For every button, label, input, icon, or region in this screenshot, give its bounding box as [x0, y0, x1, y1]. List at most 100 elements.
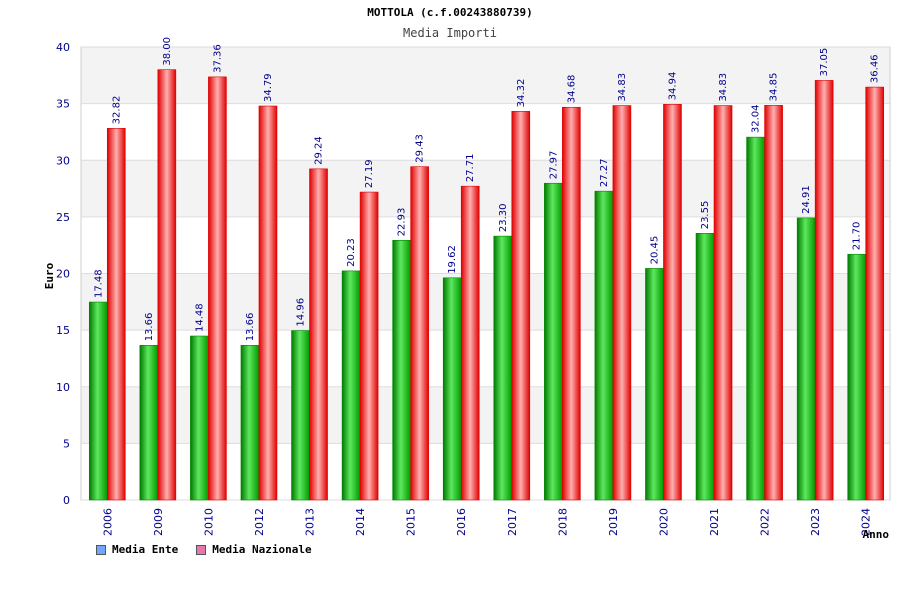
bar — [562, 106, 581, 501]
bar — [695, 232, 715, 501]
data-label: 29.24 — [314, 136, 325, 165]
legend: Media Ente Media Nazionale — [96, 543, 312, 556]
data-label: 22.93 — [397, 208, 408, 237]
x-tick-label: 2023 — [809, 508, 822, 536]
bar — [190, 335, 209, 501]
bar — [645, 268, 664, 501]
bar — [713, 105, 733, 501]
data-label: 17.48 — [93, 269, 104, 298]
x-tick-label: 2021 — [708, 508, 721, 536]
data-label: 19.62 — [447, 245, 458, 274]
x-tick-label: 2010 — [202, 508, 215, 536]
bar — [847, 253, 867, 501]
data-label: 34.85 — [769, 73, 780, 102]
bar — [309, 168, 328, 501]
bar — [663, 104, 682, 501]
data-label: 34.32 — [516, 79, 527, 108]
data-label: 23.55 — [700, 201, 711, 230]
data-label: 34.94 — [667, 72, 678, 101]
bar — [240, 345, 260, 501]
bar — [208, 76, 227, 501]
data-label: 14.48 — [194, 303, 205, 332]
data-label: 38.00 — [162, 37, 173, 66]
y-tick-label: 30 — [56, 154, 70, 167]
bar — [594, 190, 614, 501]
legend-item-media-ente: Media Ente — [96, 543, 178, 556]
bar — [359, 191, 379, 501]
data-label: 32.04 — [751, 105, 762, 134]
bar — [139, 345, 159, 501]
data-label: 27.27 — [599, 159, 610, 188]
bar — [612, 105, 632, 501]
data-label: 34.79 — [263, 73, 274, 102]
x-tick-label: 2018 — [556, 508, 569, 536]
x-tick-label: 2024 — [860, 508, 873, 536]
legend-item-media-nazionale: Media Nazionale — [196, 543, 312, 556]
data-label: 20.23 — [346, 238, 357, 267]
data-label: 34.83 — [617, 73, 628, 102]
chart-subtitle: Media Importi — [403, 26, 497, 40]
bar — [442, 277, 462, 501]
x-tick-label: 2015 — [405, 508, 418, 536]
data-label: 13.66 — [144, 313, 155, 342]
y-tick-label: 10 — [56, 381, 70, 394]
data-label: 23.30 — [498, 203, 509, 232]
bar — [814, 80, 834, 501]
bar — [157, 69, 177, 501]
x-tick-label: 2006 — [101, 508, 114, 536]
bar — [410, 166, 429, 501]
bar — [291, 330, 310, 501]
bar — [746, 136, 765, 501]
x-axis-label: Anno — [863, 528, 890, 541]
y-tick-label: 15 — [56, 324, 70, 337]
bar — [106, 128, 126, 501]
x-tick-label: 2020 — [657, 508, 670, 536]
bars: 17.48 32.82 13.66 38.00 14.48 37.36 13.66 34.79… — [88, 37, 885, 501]
x-tick-label: 2014 — [354, 508, 367, 536]
data-label: 36.46 — [870, 54, 881, 83]
x-tick-label: 2017 — [506, 508, 519, 536]
y-tick-label: 35 — [56, 98, 70, 111]
legend-swatch-media-nazionale — [196, 544, 207, 555]
data-label: 24.91 — [801, 185, 812, 214]
x-axis-ticks: 2006 2009 2010 2012 2013 2014 2015 2016 2017 2018… — [101, 508, 872, 536]
data-label: 34.68 — [566, 75, 577, 104]
y-tick-label: 5 — [63, 437, 70, 450]
bar — [258, 105, 278, 501]
data-label: 27.97 — [548, 151, 559, 180]
bar — [493, 235, 513, 501]
legend-label-media-ente: Media Ente — [112, 543, 179, 556]
data-label: 32.82 — [111, 96, 122, 125]
data-label: 14.96 — [296, 298, 307, 327]
legend-swatch-media-ente — [96, 544, 106, 555]
chart-title: MOTTOLA (c.f.00243880739) — [367, 6, 533, 19]
x-tick-label: 2022 — [759, 508, 772, 536]
x-tick-label: 2016 — [455, 508, 468, 536]
data-label: 37.05 — [819, 48, 830, 77]
x-tick-label: 2012 — [253, 508, 266, 536]
bar — [511, 111, 531, 501]
bar — [460, 185, 480, 501]
y-tick-label: 0 — [63, 494, 70, 507]
bar — [88, 301, 108, 501]
y-tick-label: 40 — [56, 41, 70, 54]
bar — [341, 270, 361, 501]
x-tick-label: 2009 — [152, 508, 165, 536]
y-tick-label: 25 — [56, 211, 70, 224]
data-label: 27.19 — [364, 159, 375, 188]
data-label: 21.70 — [852, 222, 863, 251]
data-label: 29.43 — [415, 134, 426, 163]
data-label: 20.45 — [649, 236, 660, 265]
data-label: 37.36 — [212, 44, 223, 73]
y-axis-ticks: 0 5 10 15 20 25 30 35 40 — [56, 41, 70, 507]
bar — [865, 86, 885, 501]
bar — [764, 105, 783, 501]
bar — [544, 182, 563, 501]
y-axis-label: Euro — [43, 262, 56, 289]
data-label: 34.83 — [718, 73, 729, 102]
bar — [392, 240, 411, 501]
bar — [796, 217, 816, 501]
data-label: 13.66 — [245, 313, 256, 342]
x-tick-label: 2019 — [607, 508, 620, 536]
